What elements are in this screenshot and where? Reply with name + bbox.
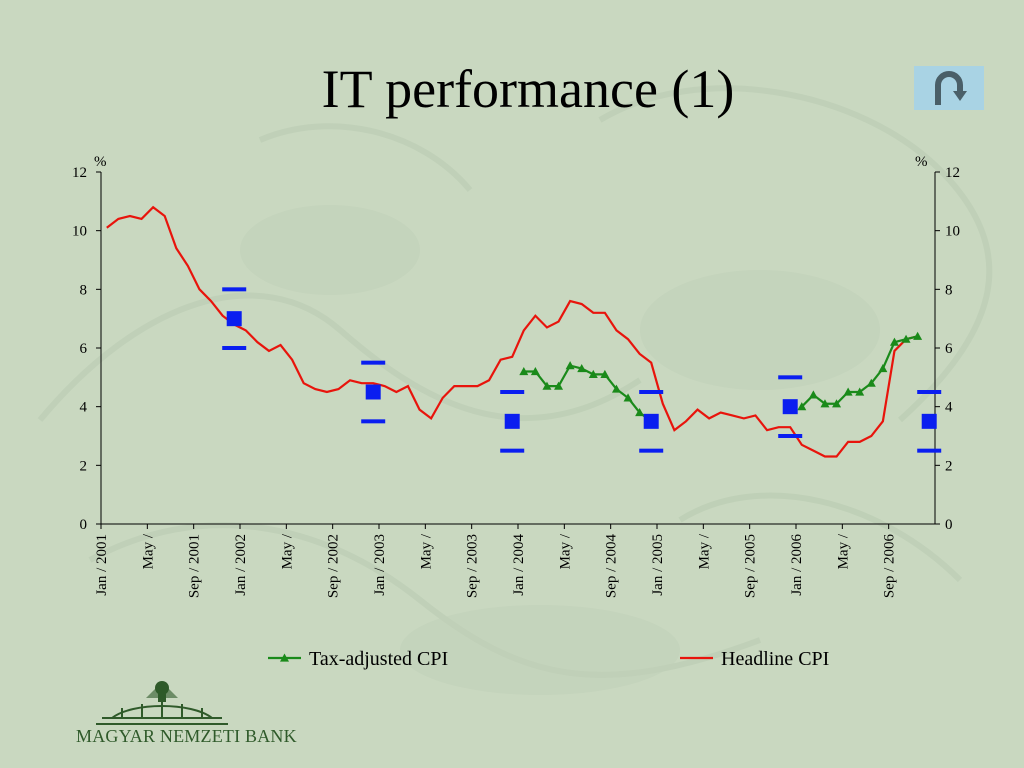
tax-adjusted-cpi-marker [832, 399, 842, 408]
target-center [226, 311, 242, 327]
target-center [643, 413, 659, 429]
tax-adjusted-cpi-marker [577, 364, 587, 373]
legend-tax-adjusted-marker [280, 653, 289, 662]
target-upper-band [778, 375, 803, 380]
u-turn-arrow-icon [935, 71, 967, 105]
inflation-targets [222, 287, 942, 453]
target-lower-band [500, 448, 525, 453]
tax-adjusted-cpi-marker [855, 387, 865, 396]
tax-adjusted-cpi-marker [565, 361, 575, 370]
legend-headline-label: Headline CPI [721, 648, 829, 670]
target-lower-band [361, 419, 386, 424]
tax-adjusted-cpi-line [523, 364, 652, 423]
x-tick-label: Jan / 2004 [511, 534, 527, 596]
right-y-tick-label: 12 [945, 165, 960, 181]
tax-adjusted-cpi-marker [797, 402, 807, 411]
left-y-tick-label: 12 [72, 165, 87, 181]
target-upper-band [222, 287, 247, 292]
x-tick-label: May / [140, 533, 156, 569]
x-tick-label: May / [418, 533, 434, 569]
tax-adjusted-cpi-marker [820, 399, 830, 408]
right-y-tick-label: 0 [945, 517, 953, 533]
legend: Tax-adjusted CPI Headline CPI [268, 648, 829, 670]
tax-adjusted-cpi-marker [635, 408, 645, 417]
x-tick-label: Jan / 2002 [233, 534, 249, 596]
x-tick-label: May / [557, 533, 573, 569]
left-y-tick-label: 10 [72, 224, 87, 240]
left-y-tick-label: 2 [80, 458, 88, 474]
tax-adjusted-cpi-marker [901, 334, 911, 343]
right-y-tick-label: 2 [945, 458, 953, 474]
left-y-tick-label: 8 [80, 282, 88, 298]
left-y-tick-label: 4 [80, 400, 88, 416]
right-y-tick-label: 8 [945, 282, 953, 298]
x-tick-label: May / [835, 533, 851, 569]
right-y-tick-label: 6 [945, 341, 953, 357]
target-upper-band [500, 390, 525, 394]
x-tick-label: Jan / 2005 [650, 534, 666, 596]
tax-adjusted-cpi-marker [808, 390, 818, 399]
target-lower-band [639, 448, 664, 453]
target-lower-band [778, 434, 803, 438]
tax-adjusted-cpi-marker [878, 364, 888, 373]
x-tick-label: Sep / 2003 [465, 534, 481, 598]
tax-adjusted-cpi-marker [554, 381, 564, 390]
tax-adjusted-cpi-marker [889, 337, 899, 346]
left-y-tick-label: 6 [80, 341, 88, 357]
target-lower-band [917, 448, 942, 453]
x-tick-label: Jan / 2001 [94, 534, 110, 596]
legend-tax-adjusted-label: Tax-adjusted CPI [309, 648, 448, 670]
x-tick-label: Sep / 2005 [743, 534, 759, 598]
x-tick-label: Sep / 2006 [882, 534, 898, 599]
back-button[interactable] [914, 66, 984, 110]
x-tick-label: Sep / 2001 [187, 534, 203, 598]
target-center [921, 413, 937, 429]
right-y-tick-label: 10 [945, 224, 960, 240]
tax-adjusted-cpi-marker [600, 369, 610, 378]
tax-adjusted-cpi-marker [913, 331, 923, 340]
target-upper-band [639, 390, 664, 394]
target-center [504, 413, 520, 429]
tax-adjusted-cpi-marker [843, 387, 853, 396]
right-y-tick-label: 4 [945, 400, 953, 416]
left-y-unit-label: % [94, 154, 107, 170]
series-layer [106, 205, 923, 458]
x-tick-label: Sep / 2002 [326, 534, 342, 598]
axes: %% [94, 154, 936, 525]
x-tick-label: Jan / 2006 [789, 534, 805, 596]
target-upper-band [361, 360, 386, 365]
target-center [782, 399, 798, 415]
tax-adjusted-cpi-marker [623, 393, 633, 402]
target-upper-band [917, 390, 942, 394]
tax-adjusted-cpi-marker [530, 366, 540, 376]
x-tick-label: Jan / 2003 [372, 534, 388, 596]
tax-adjusted-cpi-line [801, 335, 918, 408]
left-y-tick-label: 0 [80, 517, 88, 533]
right-y-unit-label: % [915, 154, 928, 170]
x-tick-label: May / [696, 533, 712, 569]
bank-name: MAGYAR NEMZETI BANK [76, 726, 297, 746]
tax-adjusted-cpi-marker [866, 378, 876, 387]
x-tick-label: Sep / 2004 [604, 534, 620, 599]
target-lower-band [222, 346, 247, 350]
tax-adjusted-cpi-marker [588, 369, 598, 378]
slide-title: IT performance (1) [321, 59, 735, 119]
tax-adjusted-cpi-marker [611, 384, 621, 393]
tax-adjusted-cpi-marker [542, 381, 552, 390]
target-center [365, 384, 381, 400]
tax-adjusted-cpi-marker [519, 366, 529, 376]
bank-logo [96, 681, 228, 725]
headline-cpi-line [106, 205, 918, 458]
x-tick-label: May / [279, 533, 295, 569]
axis-ticks: 0 0 2 2 4 4 6 6 8 8 10 10 12 12 Jan / 2001 May / Sep / 2… [72, 165, 960, 598]
